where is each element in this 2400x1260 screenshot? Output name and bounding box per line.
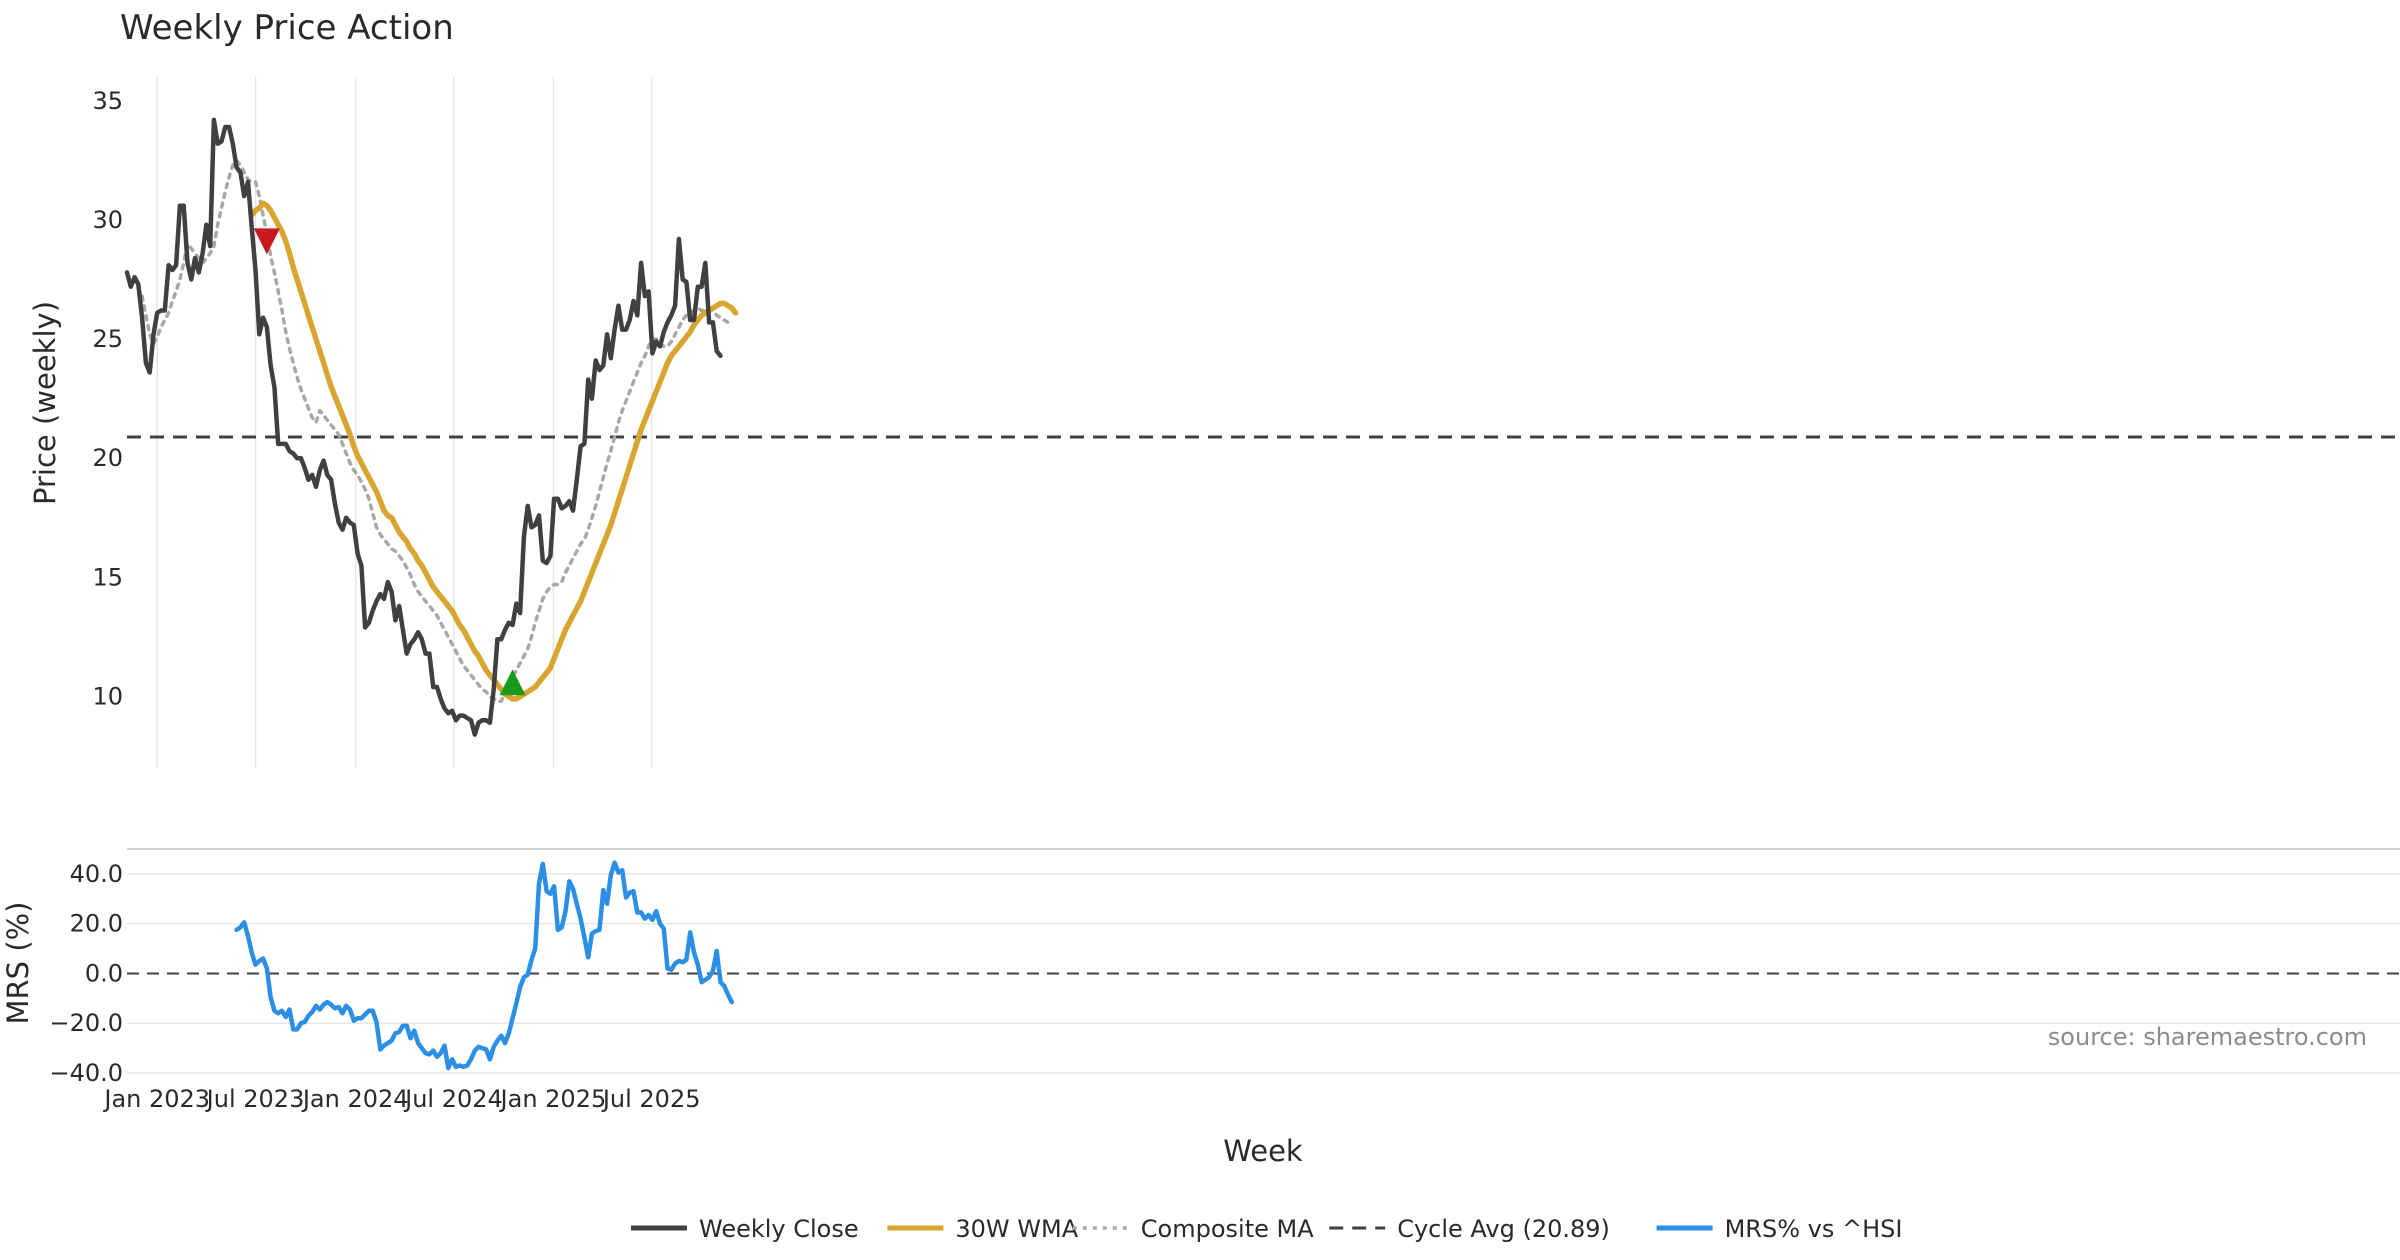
- mrs-y-tick-label: 0.0: [85, 959, 123, 987]
- legend-item: Weekly Close: [631, 1215, 859, 1243]
- legend-item: MRS% vs ^HSI: [1656, 1215, 1903, 1243]
- x-tick-label: Jan 2024: [301, 1085, 409, 1113]
- legend-label: Composite MA: [1141, 1215, 1314, 1243]
- legend-label: MRS% vs ^HSI: [1725, 1215, 1903, 1243]
- price-axis-label: Price (weekly): [28, 301, 62, 505]
- price-y-tick-label: 10: [92, 683, 123, 711]
- mrs-series: [127, 860, 2400, 1071]
- legend-item: Cycle Avg (20.89): [1329, 1215, 1610, 1243]
- x-tick-label: Jul 2024: [403, 1085, 503, 1113]
- composite-ma-line: [140, 158, 730, 704]
- mrs-line: [234, 860, 735, 1071]
- price-y-tick-label: 30: [92, 206, 123, 234]
- weekly-close-line: [124, 117, 723, 737]
- legend-item: Composite MA: [1072, 1215, 1314, 1243]
- price-markers: [253, 228, 526, 696]
- price-series: [124, 117, 2400, 737]
- price-y-tick-label: 15: [92, 563, 123, 591]
- source-note: source: sharemaestro.com: [2048, 1023, 2367, 1051]
- mrs-axis-label: MRS (%): [1, 902, 35, 1025]
- price-y-tick-label: 25: [92, 325, 123, 353]
- chart-title: Weekly Price Action: [120, 8, 454, 48]
- x-tick-label: Jul 2025: [601, 1085, 701, 1113]
- mrs-y-tick-label: 20.0: [70, 910, 123, 938]
- mrs-y-tick-label: −40.0: [49, 1059, 123, 1087]
- mrs-y-ticks: 40.0 20.0 0.0 −20.0 −40.0: [49, 860, 123, 1087]
- buy-marker: [499, 669, 526, 696]
- legend-label: Weekly Close: [699, 1215, 859, 1243]
- legend: Weekly Close 30W WMA Composite MA Cycle Avg…: [631, 1215, 1902, 1243]
- legend-label: 30W WMA: [955, 1215, 1078, 1243]
- legend-item: 30W WMA: [887, 1215, 1079, 1243]
- legend-label: Cycle Avg (20.89): [1397, 1215, 1610, 1243]
- x-axis-label: Week: [1223, 1134, 1303, 1168]
- mrs-gridlines: [127, 873, 2400, 1074]
- x-tick-label: Jan 2023: [102, 1085, 210, 1113]
- mrs-y-tick-label: 40.0: [70, 860, 123, 888]
- sell-marker: [253, 228, 280, 255]
- x-tick-label: Jul 2023: [205, 1085, 305, 1113]
- mrs-y-tick-label: −20.0: [49, 1009, 123, 1037]
- price-y-tick-label: 35: [92, 87, 123, 115]
- x-tick-label: Jan 2025: [499, 1085, 607, 1113]
- price-gridlines: [156, 77, 653, 768]
- price-y-tick-label: 20: [92, 444, 123, 472]
- price-y-ticks: 10 15 20 25 30 35: [92, 87, 123, 711]
